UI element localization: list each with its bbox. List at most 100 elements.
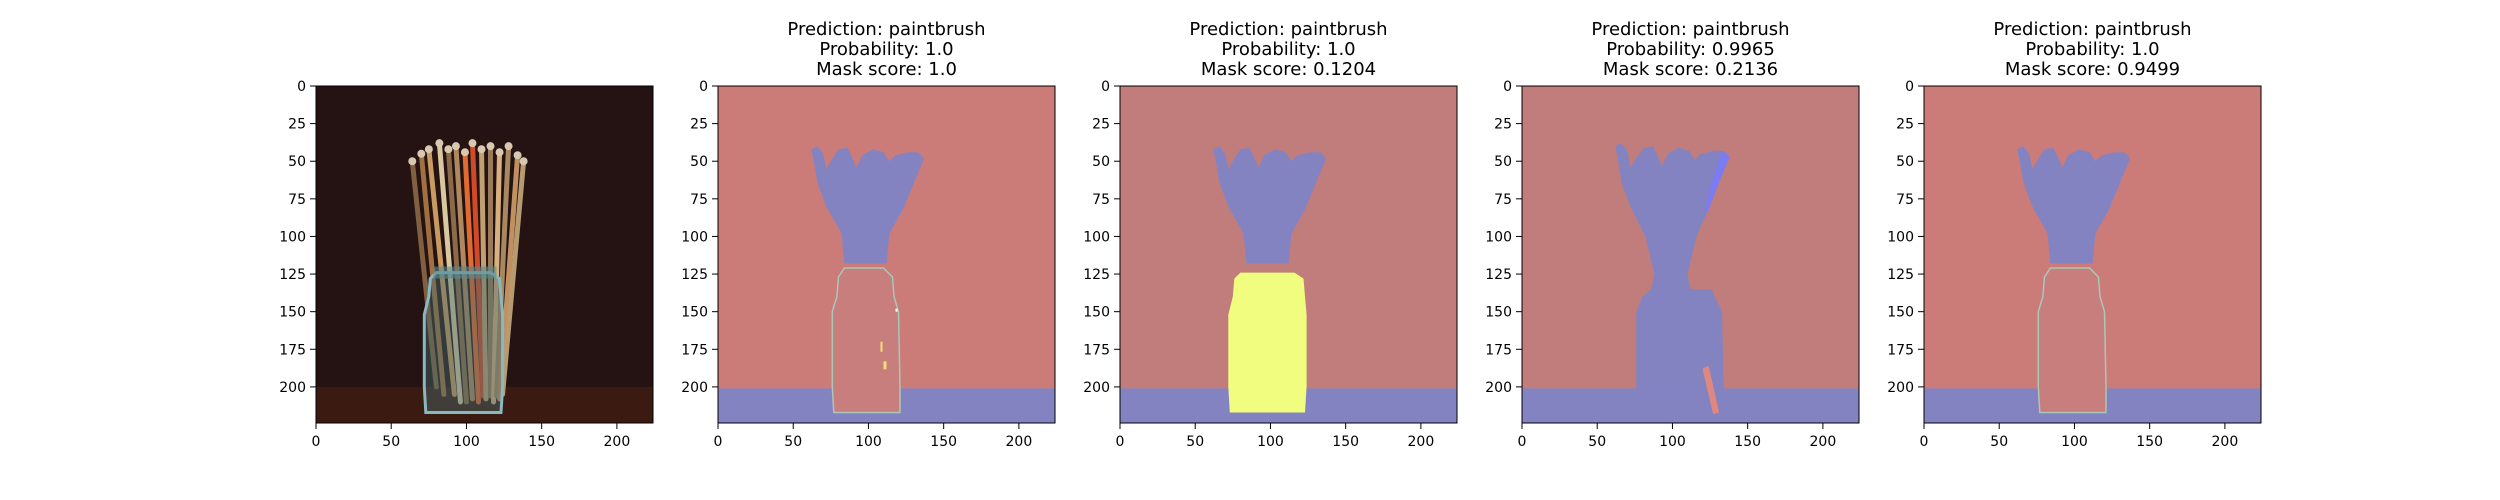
x-tick-label: 100 [2061,434,2088,450]
y-tick-label: 75 [1092,192,1110,208]
x-tick-label: 0 [1518,434,1527,450]
y-tick-label: 125 [1485,267,1512,283]
brush-stroke [494,143,512,399]
y-tick-label: 175 [1083,342,1110,358]
y-tick-label: 200 [1485,380,1512,396]
panel-title-line: Mask score: 0.1204 [1201,59,1376,80]
x-tick-label: 200 [1810,434,1837,450]
y-tick-label: 75 [690,192,708,208]
brush-tip [486,142,495,151]
y-tick-label: 100 [279,229,306,245]
brush-mask [2017,146,2131,264]
y-tick-label: 25 [1494,117,1512,133]
y-tick-label: 100 [1887,229,1914,245]
x-tick-label: 50 [382,434,400,450]
y-tick-label: 125 [1887,267,1914,283]
y-tick-label: 75 [288,192,306,208]
axes-frame [315,85,654,424]
panel-mask-1: 0 50 100 150 200 0 25 50 75 100 125 150 175 200 Predic… [681,19,1056,450]
panel-title-line: Prediction: paintbrush [1591,19,1789,40]
brush-tip [495,148,504,157]
brush-mask [1615,143,1730,395]
brush-tip [444,145,453,154]
y-tick-label: 0 [1101,79,1110,95]
x-tick-label: 150 [528,434,555,450]
panel-original: 0 50 100 150 200 0 25 50 75 100 125 150 175 200 [279,79,654,450]
y-tick-label: 150 [1485,305,1512,321]
y-tick-label: 25 [690,117,708,133]
panel-title-line: Probability: 1.0 [2025,39,2159,60]
axes-frame [1521,85,1860,424]
brush-tip [468,139,477,148]
x-tick-label: 50 [784,434,802,450]
y-tick-label: 150 [279,305,306,321]
y-tick-label: 25 [1092,117,1110,133]
brush-stroke [418,151,447,397]
panel-mask-2: 0 50 100 150 200 0 25 50 75 100 125 150 175 200 Predic… [1083,19,1458,450]
panel-title-line: Mask score: 1.0 [816,59,957,80]
y-tick-label: 150 [1083,305,1110,321]
x-tick-label: 50 [1186,434,1204,450]
y-tick-label: 175 [1485,342,1512,358]
y-tick-label: 0 [1503,79,1512,95]
panel-mask-4: 0 50 100 150 200 0 25 50 75 100 125 150 175 200 Predic… [1887,19,2262,450]
brush-tip [417,149,426,158]
mask-speck [883,361,887,370]
y-tick-label: 0 [297,79,306,95]
x-tick-label: 50 [1990,434,2008,450]
brush-mask [811,146,925,264]
y-tick-label: 100 [1083,229,1110,245]
axes-frame [717,85,1056,424]
y-tick-label: 150 [681,305,708,321]
x-tick-label: 100 [1257,434,1284,450]
x-tick-label: 150 [2136,434,2163,450]
mask-speck [895,308,898,312]
panel-title-line: Probability: 0.9965 [1606,39,1775,60]
y-tick-label: 100 [681,229,708,245]
brush-stroke [409,158,439,390]
y-tick-label: 75 [1494,192,1512,208]
y-tick-label: 125 [1083,267,1110,283]
axes-frame [1923,85,2262,424]
x-tick-label: 200 [2212,434,2239,450]
panel-title-line: Prediction: paintbrush [1993,19,2191,40]
panel-title-line: Prediction: paintbrush [787,19,985,40]
x-tick-label: 100 [855,434,882,450]
y-tick-label: 125 [279,267,306,283]
y-tick-label: 50 [690,154,708,170]
brush-tip [504,142,513,151]
panel-title-line: Mask score: 0.9499 [2005,59,2180,80]
y-tick-label: 0 [699,79,708,95]
x-tick-label: 150 [930,434,957,450]
y-tick-label: 125 [681,267,708,283]
x-tick-label: 0 [312,434,321,450]
brush-handle-mask [1702,365,1720,414]
jar-mask [831,267,901,414]
x-tick-label: 100 [453,434,480,450]
brush-highlight [1704,150,1730,214]
x-tick-label: 0 [714,434,723,450]
y-tick-label: 50 [1896,154,1914,170]
y-tick-label: 200 [1083,380,1110,396]
axes-frame [1119,85,1458,424]
y-tick-label: 50 [1494,154,1512,170]
brush-tip [424,145,433,154]
mask-speck [880,341,883,352]
y-tick-label: 100 [1485,229,1512,245]
y-tick-label: 25 [288,117,306,133]
glass-jar [422,271,505,414]
brush-tip [519,157,528,166]
panel-title-line: Prediction: paintbrush [1189,19,1387,40]
y-tick-label: 175 [1887,342,1914,358]
panel-mask-3: 0 50 100 150 200 0 25 50 75 100 125 150 175 200 Predic… [1485,19,1860,450]
brush-tip [513,151,522,160]
y-tick-label: 75 [1896,192,1914,208]
x-tick-label: 200 [1408,434,1435,450]
brush-tip [408,157,417,166]
panel-title-line: Probability: 1.0 [1221,39,1355,60]
y-tick-label: 50 [288,154,306,170]
x-tick-label: 200 [604,434,631,450]
panel-title-line: Mask score: 0.2136 [1603,59,1778,80]
jar-rim [433,266,497,279]
